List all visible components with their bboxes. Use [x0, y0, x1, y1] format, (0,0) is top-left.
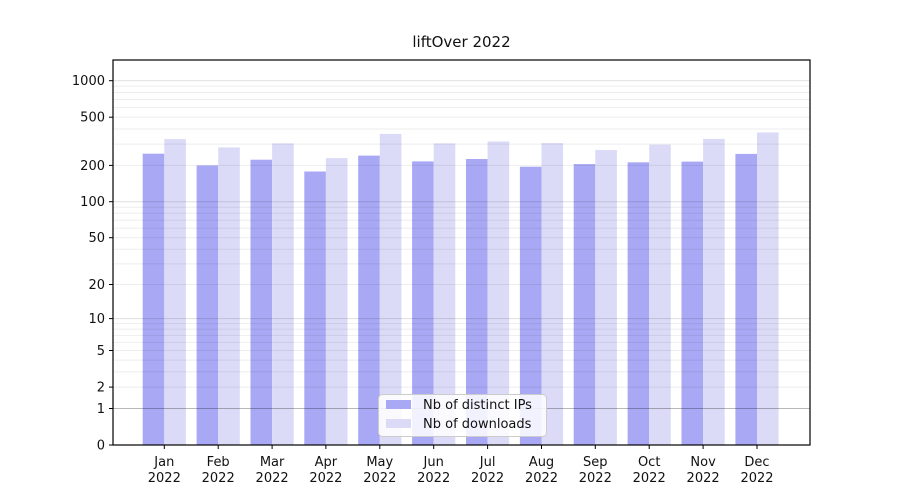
legend-label-nb-of-downloads: Nb of downloads [423, 417, 532, 432]
bar-nb-of-distinct-ips-may [358, 155, 380, 445]
x-tick-label-may: May 2022 [363, 455, 396, 486]
y-tick-label: 2 [97, 381, 105, 396]
bar-nb-of-downloads-mar [272, 143, 294, 445]
x-tick-label-jan: Jan 2022 [148, 455, 181, 486]
bar-nb-of-distinct-ips-apr [304, 171, 326, 445]
bar-nb-of-downloads-jan [164, 139, 186, 445]
bar-nb-of-downloads-aug [541, 143, 564, 445]
x-tick-label-oct: Oct 2022 [633, 455, 666, 486]
plot-border [112, 59, 811, 446]
x-tick-label-nov: Nov 2022 [687, 455, 720, 486]
bar-nb-of-distinct-ips-oct [627, 162, 650, 446]
bar-nb-of-downloads-dec [757, 132, 779, 445]
y-tick-label: 1 [97, 402, 105, 417]
bar-nb-of-downloads-nov [703, 138, 725, 445]
x-tick-label-aug: Aug 2022 [525, 455, 558, 486]
y-tick-label: 1000 [72, 74, 105, 89]
x-tick-label-dec: Dec 2022 [740, 455, 773, 486]
bar-nb-of-downloads-jun [433, 143, 456, 445]
y-tick-label: 500 [80, 111, 105, 126]
legend-label-nb-of-distinct-ips: Nb of distinct IPs [423, 398, 532, 413]
legend-swatch-nb-of-downloads [386, 419, 411, 428]
y-tick-label: 100 [80, 195, 105, 210]
y-tick-label: 50 [88, 231, 105, 246]
y-tick-label: 20 [88, 278, 105, 293]
bar-nb-of-downloads-may [379, 133, 402, 445]
bar-nb-of-distinct-ips-jan [142, 153, 165, 445]
bar-nb-of-downloads-jul [487, 141, 510, 445]
x-tick-label-jun: Jun 2022 [417, 455, 450, 486]
bar-nb-of-downloads-sep [595, 150, 617, 445]
bar-nb-of-distinct-ips-feb [196, 165, 219, 445]
y-tick-label: 10 [88, 312, 105, 327]
legend-swatch-nb-of-distinct-ips [386, 400, 411, 409]
bar-nb-of-downloads-feb [218, 147, 240, 445]
bar-nb-of-distinct-ips-jul [466, 159, 488, 445]
chart-title: liftOver 2022 [412, 33, 511, 51]
bar-nb-of-distinct-ips-sep [573, 164, 596, 445]
x-tick-label-feb: Feb 2022 [202, 455, 235, 486]
x-tick-label-sep: Sep 2022 [579, 455, 612, 486]
bar-nb-of-distinct-ips-nov [681, 161, 704, 445]
y-tick-label: 5 [97, 344, 105, 359]
bar-nb-of-distinct-ips-aug [519, 166, 542, 445]
y-tick-label: 0 [97, 439, 105, 454]
bar-nb-of-distinct-ips-jun [412, 161, 434, 445]
y-tick-label: 200 [80, 159, 105, 174]
bar-nb-of-distinct-ips-mar [250, 159, 273, 445]
bar-nb-of-downloads-apr [325, 158, 348, 445]
x-tick-label-jul: Jul 2022 [471, 455, 504, 486]
bar-nb-of-downloads-oct [649, 144, 671, 445]
bar-nb-of-distinct-ips-dec [735, 153, 757, 445]
x-tick-label-mar: Mar 2022 [256, 455, 289, 486]
legend-box [378, 394, 547, 437]
x-tick-label-apr: Apr 2022 [309, 455, 342, 486]
